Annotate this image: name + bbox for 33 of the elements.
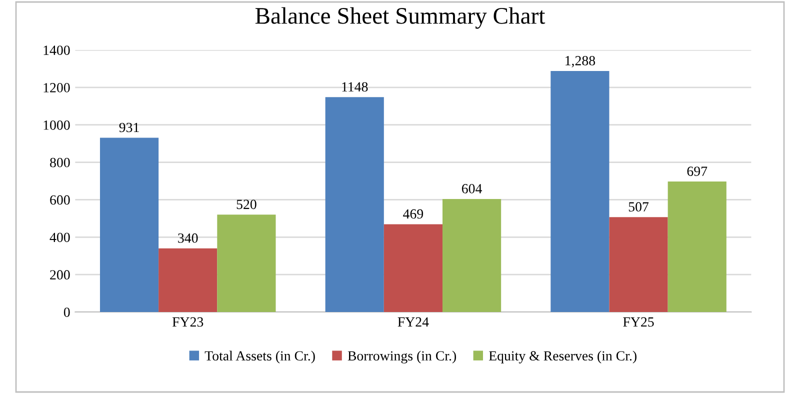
y-tick-label: 1400	[44, 46, 70, 55]
bar	[325, 97, 384, 312]
y-tick-label: 400	[50, 232, 70, 242]
x-tick-label: FY23	[172, 317, 204, 327]
bar	[668, 182, 726, 312]
data-label: 520	[236, 200, 256, 210]
data-label: 507	[628, 202, 649, 212]
data-label: 604	[462, 184, 482, 194]
data-label: 1,288	[566, 56, 596, 68]
bar	[100, 138, 159, 312]
data-label: 697	[687, 166, 708, 176]
bar	[217, 214, 276, 312]
x-tick-label: FY25	[623, 317, 654, 327]
data-label: 469	[403, 209, 424, 219]
y-tick-label: 200	[50, 270, 70, 280]
bar	[384, 224, 442, 312]
y-tick-label: 0	[64, 308, 70, 317]
y-tick-label: 1200	[44, 83, 70, 92]
y-tick-label: 600	[50, 195, 70, 205]
y-tick-label: 1000	[44, 120, 70, 130]
legend-label: Total Assets (in Cr.)	[204, 350, 315, 364]
bar	[550, 70, 610, 312]
data-label: 1148	[342, 82, 368, 92]
y-tick-label: 800	[50, 158, 70, 168]
x-tick-label: FY24	[398, 317, 429, 326]
legend-label: Borrowings (in Cr.)	[348, 350, 456, 364]
bar	[158, 248, 218, 312]
data-label: 931	[119, 122, 139, 132]
data-label: 340	[178, 233, 198, 243]
bar	[442, 198, 502, 312]
chart-title: Balance Sheet Summary Chart	[255, 7, 546, 29]
bar	[609, 217, 668, 312]
legend-label: Equity & Reserves (in Cr.)	[488, 350, 636, 364]
